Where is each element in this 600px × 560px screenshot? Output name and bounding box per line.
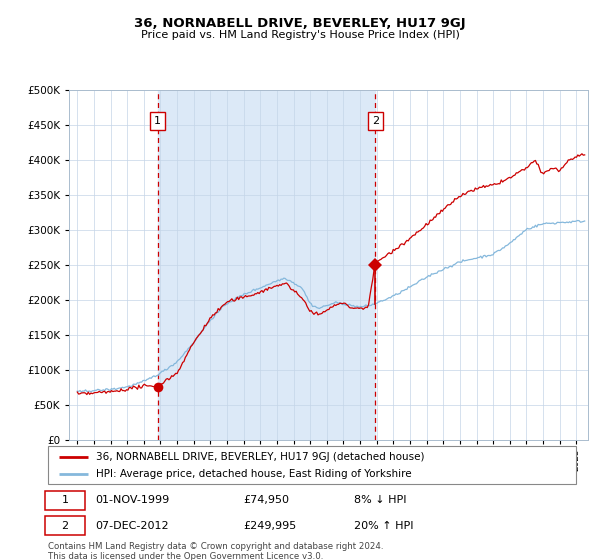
Bar — [158, 90, 376, 440]
Text: 2: 2 — [372, 116, 379, 126]
Text: £249,995: £249,995 — [244, 521, 296, 531]
FancyBboxPatch shape — [46, 516, 85, 535]
Text: 20% ↑ HPI: 20% ↑ HPI — [354, 521, 414, 531]
Text: HPI: Average price, detached house, East Riding of Yorkshire: HPI: Average price, detached house, East… — [95, 469, 411, 479]
Text: 2: 2 — [62, 521, 69, 531]
Text: Contains HM Land Registry data © Crown copyright and database right 2024.
This d: Contains HM Land Registry data © Crown c… — [48, 542, 383, 560]
Text: Price paid vs. HM Land Registry's House Price Index (HPI): Price paid vs. HM Land Registry's House … — [140, 30, 460, 40]
Text: 01-NOV-1999: 01-NOV-1999 — [95, 495, 170, 505]
Text: 8% ↓ HPI: 8% ↓ HPI — [354, 495, 407, 505]
Text: 1: 1 — [154, 116, 161, 126]
Text: 36, NORNABELL DRIVE, BEVERLEY, HU17 9GJ (detached house): 36, NORNABELL DRIVE, BEVERLEY, HU17 9GJ … — [95, 451, 424, 461]
Text: £74,950: £74,950 — [244, 495, 289, 505]
FancyBboxPatch shape — [46, 491, 85, 510]
Text: 36, NORNABELL DRIVE, BEVERLEY, HU17 9GJ: 36, NORNABELL DRIVE, BEVERLEY, HU17 9GJ — [134, 17, 466, 30]
Text: 07-DEC-2012: 07-DEC-2012 — [95, 521, 169, 531]
Text: 1: 1 — [62, 495, 68, 505]
FancyBboxPatch shape — [48, 446, 576, 484]
